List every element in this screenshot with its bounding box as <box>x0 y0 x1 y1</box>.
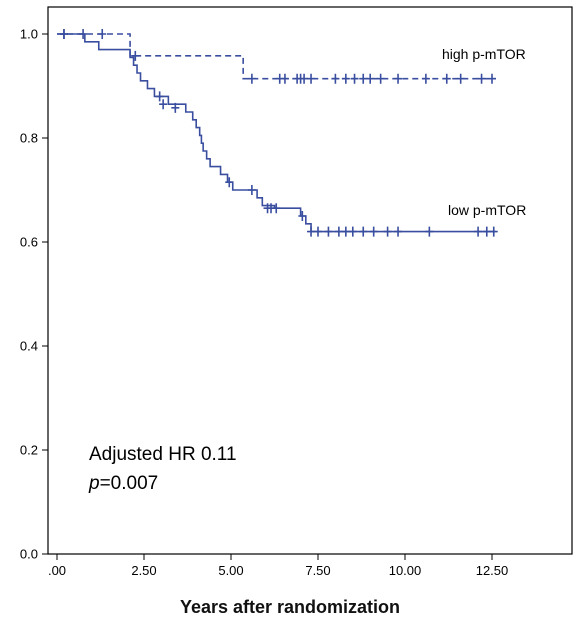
censor-mark-low-14 <box>341 226 350 237</box>
x-tick-label-1: 2.50 <box>131 563 156 578</box>
censor-mark-high-17 <box>394 73 403 84</box>
x-tick-label-0: .00 <box>48 563 66 578</box>
x-tick-label-4: 10.00 <box>389 563 422 578</box>
y-tick-label-4: 0.8 <box>20 131 38 146</box>
censor-mark-high-19 <box>442 73 451 84</box>
censor-mark-high-9 <box>300 73 309 84</box>
censor-mark-low-23 <box>489 226 498 237</box>
y-tick-label-5: 1.0 <box>20 27 38 42</box>
censor-mark-low-4 <box>225 177 234 188</box>
x-axis-label: Years after randomization <box>180 597 400 617</box>
y-tick-label-0: 0.0 <box>20 547 38 562</box>
censor-mark-low-5 <box>247 185 256 195</box>
series-layer <box>57 29 498 237</box>
annotation-hr: Adjusted HR 0.11 <box>89 444 237 465</box>
censor-mark-low-3 <box>171 102 180 113</box>
censor-mark-high-12 <box>341 73 350 84</box>
x-tick-label-3: 7.50 <box>305 563 330 578</box>
censor-mark-high-16 <box>376 73 385 84</box>
plot-frame <box>47 6 573 555</box>
censor-mark-low-13 <box>334 226 343 237</box>
censor-mark-high-14 <box>359 73 368 84</box>
annotation-p: p=0.007 <box>88 473 158 494</box>
censor-mark-high-21 <box>477 73 486 84</box>
x-tick-label-2: 5.00 <box>218 563 243 578</box>
x-tick-label-5: 12.50 <box>476 563 509 578</box>
censor-mark-high-10 <box>307 73 316 84</box>
censor-mark-low-19 <box>394 226 403 237</box>
y-tick-label-1: 0.2 <box>20 443 38 458</box>
censor-mark-low-10 <box>307 226 316 237</box>
censor-mark-low-8 <box>272 203 281 214</box>
censor-mark-high-11 <box>331 73 340 84</box>
censor-mark-low-11 <box>314 226 322 237</box>
censor-mark-low-1 <box>155 91 164 102</box>
censor-mark-low-0 <box>59 29 68 39</box>
censor-mark-high-13 <box>350 73 359 84</box>
censor-mark-low-15 <box>348 226 357 237</box>
censor-mark-low-20 <box>425 226 434 237</box>
censor-mark-high-22 <box>488 73 496 84</box>
censor-mark-high-4 <box>247 73 256 84</box>
censor-mark-high-2 <box>98 29 107 39</box>
censor-mark-low-12 <box>324 226 333 237</box>
series-label-high: high p-mTOR <box>442 46 526 62</box>
censor-mark-high-20 <box>456 73 465 84</box>
annotation-p-label: p <box>88 473 100 494</box>
censor-mark-low-16 <box>359 226 368 237</box>
censor-mark-low-18 <box>383 226 392 237</box>
series-line-high <box>57 33 496 80</box>
axes: .00 2.50 5.00 7.50 10.00 12.50 0.0 0.2 0.4 0.6 0.8… <box>20 27 508 579</box>
censor-mark-high-15 <box>366 73 375 84</box>
censor-mark-low-2 <box>159 99 168 110</box>
censor-mark-low-9 <box>298 211 307 221</box>
y-tick-label-2: 0.4 <box>20 339 38 354</box>
annotation-p-value: =0.007 <box>100 473 159 494</box>
y-tick-label-3: 0.6 <box>20 235 38 250</box>
censor-mark-high-18 <box>421 73 430 84</box>
series-line-low <box>57 33 496 233</box>
censor-mark-high-3 <box>131 50 140 61</box>
series-label-low: low p-mTOR <box>448 202 526 218</box>
censor-mark-low-21 <box>474 226 483 237</box>
censor-mark-high-6 <box>280 73 289 84</box>
censor-mark-low-22 <box>482 226 491 237</box>
censor-mark-low-17 <box>369 226 378 237</box>
